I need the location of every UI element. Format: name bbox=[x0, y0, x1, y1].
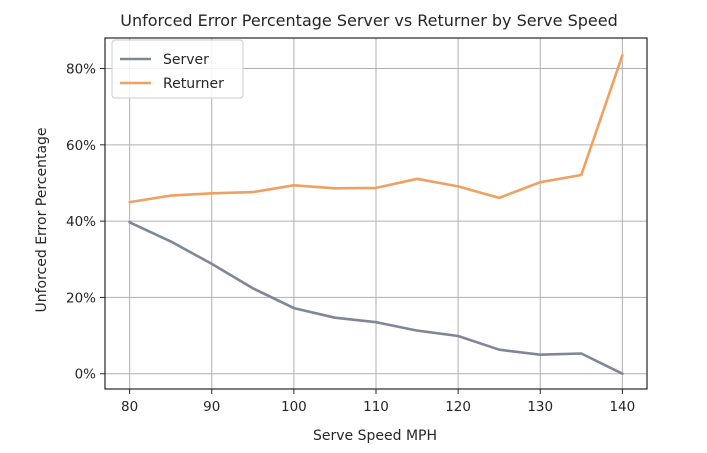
x-tick-label: 130 bbox=[527, 399, 553, 415]
x-tick-label: 80 bbox=[121, 399, 138, 415]
y-tick-label: 40% bbox=[66, 214, 96, 230]
y-axis-label: Unforced Error Percentage bbox=[34, 127, 50, 312]
series-layer bbox=[128, 53, 624, 376]
x-axis-label: Serve Speed MPH bbox=[313, 428, 437, 444]
x-tick-label: 120 bbox=[445, 399, 471, 415]
legend: Server Returner bbox=[111, 39, 244, 99]
series-line-server bbox=[128, 221, 624, 376]
y-tick-label: 60% bbox=[66, 138, 96, 154]
x-tick-label: 90 bbox=[203, 399, 220, 415]
x-axis: 80 90 100 110 120 130 140 bbox=[121, 389, 635, 415]
y-axis: 0% 20% 40% 60% 80% bbox=[66, 62, 105, 383]
chart-title: Unforced Error Percentage Server vs Retu… bbox=[120, 11, 617, 30]
legend-label-server: Server bbox=[163, 52, 209, 68]
series-line-returner bbox=[128, 53, 624, 204]
x-tick-label: 140 bbox=[609, 399, 635, 415]
x-tick-label: 100 bbox=[281, 399, 307, 415]
legend-label-returner: Returner bbox=[163, 76, 224, 92]
x-tick-label: 110 bbox=[363, 399, 389, 415]
y-tick-label: 80% bbox=[66, 62, 96, 78]
y-tick-label: 20% bbox=[66, 290, 96, 306]
y-tick-label: 0% bbox=[75, 367, 97, 383]
